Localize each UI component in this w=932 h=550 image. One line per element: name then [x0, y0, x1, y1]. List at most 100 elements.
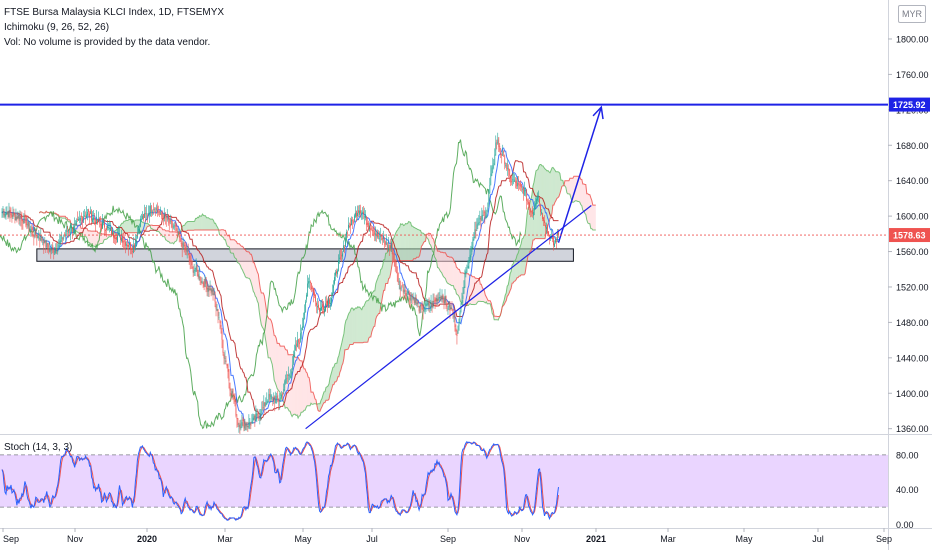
candle-body: [277, 394, 279, 400]
candle-body: [114, 237, 115, 239]
candle-body: [381, 237, 383, 241]
cloud-segment: [335, 363, 337, 382]
candle-body: [302, 326, 304, 331]
candle-body: [207, 287, 209, 292]
candle-body: [390, 244, 392, 249]
cloud-segment: [251, 254, 253, 287]
candle-body: [410, 295, 412, 301]
candle-body: [38, 237, 40, 239]
candle-body: [96, 216, 97, 225]
cloud-segment: [174, 231, 176, 242]
candle-body: [536, 198, 537, 205]
cloud-segment: [541, 164, 542, 239]
candle-body: [480, 216, 482, 223]
candle-body: [173, 225, 175, 228]
cloud-segment: [198, 215, 200, 231]
candle-body: [177, 231, 179, 233]
cloud-segment: [206, 217, 208, 231]
cloud-segment: [311, 392, 313, 405]
cloud-segment: [594, 205, 596, 231]
candle-body: [5, 212, 7, 216]
currency-button[interactable]: MYR: [898, 5, 926, 23]
candle-body: [538, 196, 539, 198]
candle-body: [468, 260, 470, 269]
candle-body: [120, 235, 121, 240]
cloud-segment: [527, 207, 529, 262]
candle-body: [175, 223, 177, 227]
cloud-segment: [429, 233, 431, 245]
candle-body: [280, 397, 282, 400]
candle-body: [275, 397, 277, 404]
candle-body: [437, 299, 439, 302]
cloud-segment: [399, 223, 401, 261]
candle-body: [436, 297, 438, 302]
cloud-segment: [338, 350, 340, 377]
candle-body: [349, 226, 350, 227]
candle-body: [542, 212, 543, 219]
candle-body: [150, 205, 152, 212]
cloud-segment: [305, 368, 307, 411]
candle-body: [473, 237, 475, 241]
price-tick-label: 1600.00: [896, 212, 929, 222]
candle-body: [342, 253, 343, 257]
candle-body: [47, 242, 49, 248]
candle-body: [113, 231, 114, 237]
cloud-segment: [190, 221, 192, 231]
candle-body: [283, 388, 285, 395]
candle-body: [15, 216, 17, 221]
cloud-segment: [340, 342, 342, 370]
candle-body: [137, 228, 139, 233]
cloud-segment: [449, 257, 451, 285]
cloud-segment: [579, 176, 581, 205]
ichimoku-legend[interactable]: Ichimoku (9, 26, 52, 26): [4, 22, 110, 33]
candle-body: [216, 308, 218, 311]
candle-body: [554, 243, 555, 248]
cloud-segment: [567, 180, 569, 194]
cloud-segment: [344, 320, 346, 350]
candle-body: [32, 232, 34, 235]
cloud-segment: [209, 218, 211, 231]
candle-body: [62, 237, 64, 240]
candle-body: [461, 300, 463, 305]
candle-body: [116, 237, 117, 240]
cloud-segment: [242, 246, 244, 272]
candle-body: [73, 230, 75, 233]
candle-body: [467, 266, 469, 269]
candle-body: [306, 294, 308, 300]
candle-body: [13, 212, 15, 215]
candle-body: [446, 303, 448, 307]
candle-body: [80, 217, 82, 221]
candle-body: [537, 195, 538, 201]
candle-body: [519, 184, 521, 186]
candle-body: [268, 393, 270, 400]
candle-body: [352, 220, 353, 222]
candle-body: [313, 287, 314, 295]
candle-body: [67, 230, 69, 232]
cloud-segment: [267, 315, 269, 358]
candle-body: [27, 221, 29, 227]
candle-body: [246, 425, 248, 428]
cloud-segment: [581, 179, 583, 211]
stoch-legend[interactable]: Stoch (14, 3, 3): [4, 442, 73, 453]
cloud-segment: [353, 308, 355, 343]
cloud-segment: [306, 371, 308, 408]
candle-body: [192, 267, 194, 273]
candle-body: [544, 220, 545, 223]
candle-body: [248, 422, 250, 429]
cloud-segment: [246, 251, 248, 278]
time-tick-label: Sep: [440, 534, 456, 544]
cloud-segment: [398, 227, 400, 261]
candle-body: [457, 330, 459, 334]
cloud-segment: [408, 221, 410, 261]
cloud-segment: [188, 221, 190, 231]
cloud-segment: [368, 297, 370, 339]
cloud-segment: [415, 228, 417, 259]
candle-body: [296, 343, 298, 346]
candle-body: [169, 220, 171, 222]
candle-body: [260, 416, 262, 419]
candle-body: [37, 235, 39, 239]
cloud-segment: [86, 228, 88, 239]
candle-body: [211, 289, 213, 292]
candle-body: [323, 306, 324, 310]
